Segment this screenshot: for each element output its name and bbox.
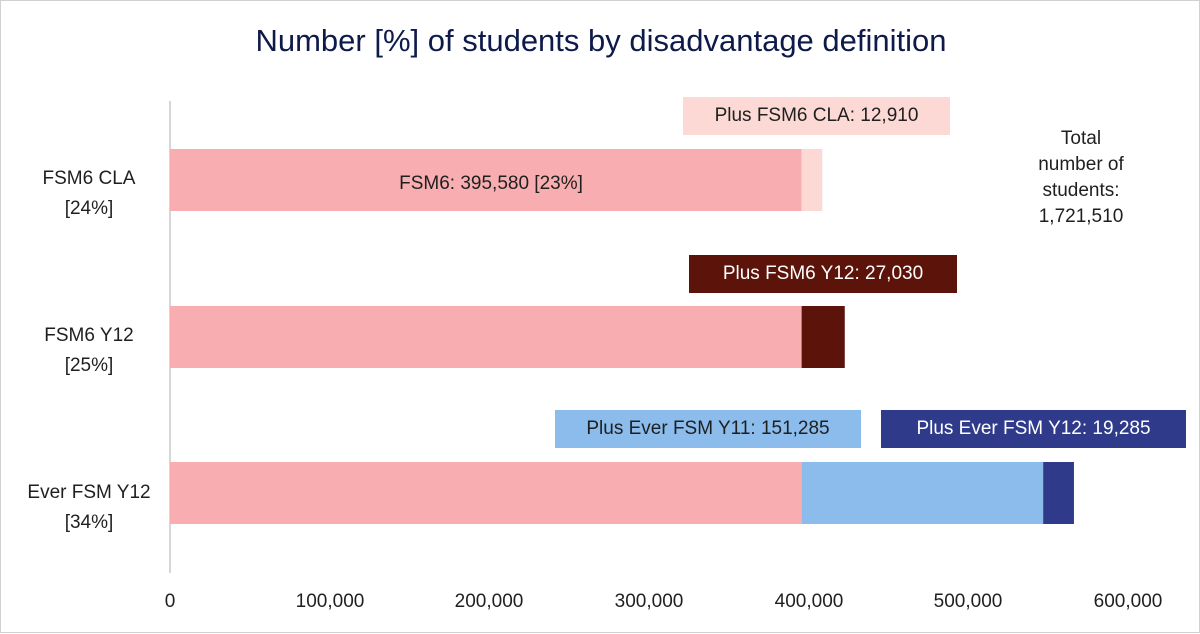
- bar-segment-plus-fsm6-y12: [801, 306, 845, 368]
- bar-segment-plus-fsm6-cla: [801, 149, 823, 211]
- bar-segment-fsm6: [170, 306, 802, 368]
- total-students-note: Total number of students: 1,721,510: [1011, 126, 1151, 230]
- bar-segment-plus-ever-fsm-y12: [1043, 462, 1074, 524]
- category-label-pct: [34%]: [64, 512, 114, 533]
- x-tick-label: 100,000: [295, 591, 365, 612]
- x-tick-label: 500,000: [933, 591, 1003, 612]
- category-label-line: FSM6 CLA: [42, 168, 136, 189]
- category-label-pct: [25%]: [64, 355, 114, 376]
- x-tick-label: 300,000: [614, 591, 684, 612]
- category-label-fsm6-cla: FSM6 CLA [24%]: [9, 164, 169, 224]
- plus-fsm6-cla-callout: Plus FSM6 CLA: 12,910: [683, 97, 950, 135]
- chart-title: Number [%] of students by disadvantage d…: [255, 23, 947, 58]
- plus-fsm6-y12-callout: Plus FSM6 Y12: 27,030: [689, 255, 957, 293]
- x-tick-label: 400,000: [774, 591, 844, 612]
- plus-ever-fsm-y11-callout: Plus Ever FSM Y11: 151,285: [555, 410, 861, 448]
- plus-ever-fsm-y12-callout: Plus Ever FSM Y12: 19,285: [881, 410, 1186, 448]
- category-label-line: FSM6 Y12: [44, 325, 134, 346]
- bar-segment-fsm6: [170, 149, 802, 211]
- total-note-line: Total: [1060, 128, 1102, 149]
- bar-segment-plus-ever-fsm-y11: [801, 462, 1044, 524]
- category-label-line: Ever FSM Y12: [27, 482, 151, 503]
- category-label-fsm6-y12: FSM6 Y12 [25%]: [9, 321, 169, 381]
- bars-group: [170, 149, 1074, 524]
- x-tick-label: 200,000: [454, 591, 524, 612]
- total-note-line: number of: [1038, 154, 1124, 175]
- x-tick-label: 0: [164, 591, 176, 612]
- total-note-line: 1,721,510: [1038, 206, 1124, 227]
- x-tick-label: 600,000: [1093, 591, 1163, 612]
- bar-segment-fsm6: [170, 462, 802, 524]
- category-label-ever-fsm-y12: Ever FSM Y12 [34%]: [9, 478, 169, 538]
- category-label-pct: [24%]: [64, 198, 114, 219]
- fsm6-in-bar-label: FSM6: 395,580 [23%]: [399, 173, 583, 194]
- total-note-line: students:: [1042, 180, 1120, 201]
